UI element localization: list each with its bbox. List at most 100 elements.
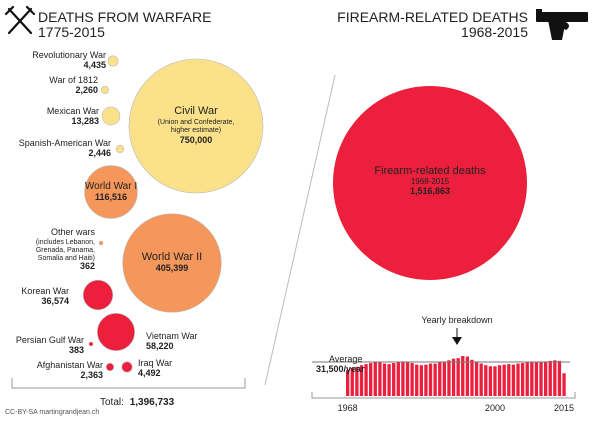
crossed-swords-icon [4, 5, 36, 35]
bar-2015 [562, 373, 566, 396]
bar-tick-2000: 2000 [485, 403, 505, 413]
bar-1976 [382, 363, 387, 396]
bar-2008 [530, 362, 534, 396]
bar-1978 [392, 363, 396, 396]
bar-tick-2015: 2015 [554, 403, 574, 413]
bubble-world-war-ii [122, 213, 222, 313]
bubble-iraq-war [121, 361, 133, 373]
firearm-deaths-period: 1968-2015 [411, 177, 450, 186]
bubble-afghanistan-war [105, 362, 115, 372]
bubble-value-world-war-ii: 405,399 [156, 263, 189, 273]
separator-line [264, 74, 336, 386]
bar-1986 [428, 363, 433, 396]
firearm-deaths-circle [333, 86, 527, 280]
bar-2000 [493, 366, 497, 396]
total-label: Total: 1,396,733 [100, 397, 175, 408]
firearm-deaths-label: Firearm-related deaths [374, 165, 486, 177]
bar-1991 [451, 358, 456, 396]
bar-1988 [438, 362, 442, 396]
bar-tick-1968: 1968 [338, 403, 358, 413]
breakdown-arrow-head [452, 337, 462, 345]
bar-1994 [465, 356, 470, 396]
bubble-value-afghanistan-war: 2,363 [80, 370, 103, 380]
bar-1983 [415, 364, 419, 396]
bubble-label-revolutionary-war: Revolutionary War [32, 50, 106, 60]
bubble-value-spanish-american-war: 2,446 [88, 148, 111, 158]
firearm-deaths-value: 1,516,863 [410, 186, 450, 196]
bubble-revolutionary-war [107, 55, 119, 67]
bar-2011 [543, 361, 548, 396]
bubble-label-afghanistan-war: Afghanistan War [37, 360, 103, 370]
bubble-label-mexican-war: Mexican War [47, 106, 99, 116]
bar-1985 [424, 364, 428, 396]
bubble-note-other-wars: Grenada, Panama, [36, 247, 95, 254]
bar-2010 [539, 361, 543, 396]
bar-1998 [484, 365, 488, 396]
breakdown-label: Yearly breakdown [421, 315, 492, 325]
total-value: 1,396,733 [130, 397, 175, 408]
bar-1968 [346, 370, 350, 396]
bubble-mexican-war [101, 106, 121, 126]
bar-1992 [456, 358, 460, 396]
bar-1987 [433, 363, 437, 396]
bubble-label-spanish-american-war: Spanish-American War [19, 138, 111, 148]
bubble-label-world-war-ii: World War II [142, 251, 203, 263]
bubble-value-vietnam-war: 58,220 [146, 341, 174, 351]
bar-bracket [311, 392, 576, 399]
bar-1979 [396, 361, 400, 396]
bubble-value-korean-war: 36,574 [41, 296, 69, 306]
bubble-spanish-american-war [115, 144, 125, 154]
right-title: FIREARM-RELATED DEATHS [337, 9, 528, 25]
bubble-persian-gulf-war [88, 341, 94, 347]
bubble-value-persian-gulf-war: 383 [69, 345, 84, 355]
bubble-world-war-i [84, 165, 138, 219]
bubble-war-of-1812 [101, 86, 109, 94]
bubble-vietnam-war [97, 313, 135, 351]
bar-1999 [488, 366, 493, 396]
bubble-korean-war [82, 279, 114, 311]
bubble-value-mexican-war: 13,283 [71, 116, 99, 126]
bar-1970 [355, 366, 359, 396]
bar-2003 [507, 364, 511, 396]
bar-2013 [553, 360, 557, 396]
bubble-value-other-wars: 362 [80, 261, 95, 271]
right-subtitle: 1968-2015 [461, 24, 528, 40]
bar-axis: 1968 2000 2015 [311, 392, 576, 413]
bar-2005 [516, 363, 520, 396]
left-title: DEATHS FROM WARFARE [38, 9, 211, 25]
bar-1972 [364, 364, 368, 396]
left-subtitle: 1775-2015 [38, 24, 105, 40]
bubble-note-civil-war: higher estimate) [171, 127, 221, 134]
bar-1984 [419, 365, 423, 396]
bubble-label-civil-war: Civil War [174, 105, 218, 117]
bar-2012 [548, 360, 552, 396]
bubble-label-other-wars: Other wars [51, 227, 96, 237]
bar-1993 [461, 356, 465, 396]
bar-2007 [525, 362, 529, 396]
bubble-note-other-wars: (includes Lebanon, [36, 239, 95, 246]
bar-1971 [359, 365, 364, 396]
bar-2006 [520, 363, 525, 396]
bar-1973 [369, 363, 373, 396]
bar-1982 [410, 363, 414, 396]
bar-1989 [442, 361, 447, 396]
yearly-bar-chart [346, 356, 566, 396]
bubble-value-civil-war: 750,000 [180, 135, 213, 145]
pistol-icon [536, 9, 588, 40]
bar-2009 [534, 362, 539, 396]
bar-1974 [373, 361, 377, 396]
bar-1995 [470, 359, 474, 396]
bar-1980 [401, 361, 405, 396]
credit: CC-BY-SA martingrandjean.ch [5, 409, 99, 416]
bubble-other-wars [98, 240, 104, 246]
bar-1981 [405, 361, 410, 396]
total-bracket [11, 378, 246, 389]
bar-2002 [502, 364, 506, 396]
bubble-note-civil-war: (Union and Confederate, [158, 119, 235, 126]
bubble-label-iraq-war: Iraq War [138, 358, 172, 368]
bar-2001 [497, 365, 502, 396]
bubble-value-war-of-1812: 2,260 [75, 85, 98, 95]
bubble-value-world-war-i: 116,516 [95, 192, 127, 202]
